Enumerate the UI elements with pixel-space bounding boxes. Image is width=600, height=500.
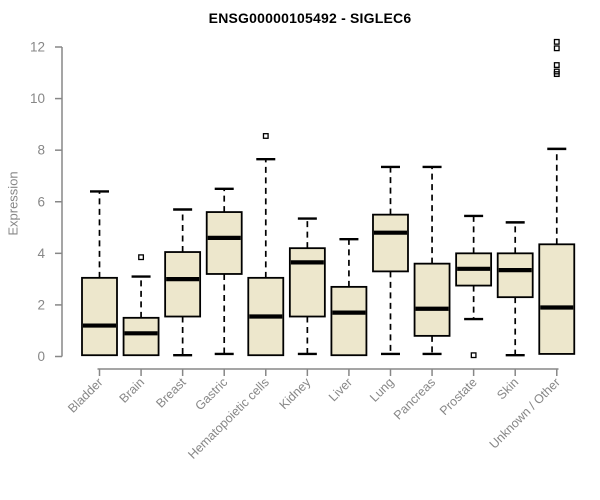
y-tick-label: 8: [37, 143, 45, 158]
x-tick-label: Liver: [326, 375, 355, 404]
y-tick-label: 4: [37, 246, 45, 261]
outlier-point: [470, 352, 477, 359]
outlier-point: [138, 254, 145, 261]
x-tick-label: Hematopoietic cells: [185, 375, 272, 462]
x-tick-label-group: Prostate: [437, 375, 480, 418]
outlier-point: [553, 38, 560, 45]
box: [122, 316, 160, 357]
x-tick-label: Lung: [367, 375, 397, 405]
chart-title: ENSG00000105492 - SIGLEC6: [208, 10, 412, 26]
box: [164, 251, 202, 318]
x-tick-label: Brain: [117, 375, 148, 406]
x-tick-label-group: Gastric: [192, 375, 230, 413]
outlier-point: [553, 62, 560, 69]
outlier-point: [553, 71, 560, 78]
x-tick-label: Prostate: [437, 375, 480, 418]
box: [496, 252, 534, 299]
outlier-point: [262, 133, 269, 139]
box: [205, 211, 243, 275]
box: [372, 213, 409, 273]
box: [413, 262, 451, 337]
y-tick-label: 6: [37, 194, 45, 209]
x-tick-label: Breast: [153, 375, 189, 411]
box: [288, 247, 326, 318]
y-tick-label: 0: [37, 349, 45, 364]
outlier-point: [553, 45, 560, 52]
x-tick-label-group: Hematopoietic cells: [185, 375, 272, 462]
box: [538, 243, 576, 355]
x-tick-label-group: Pancreas: [391, 375, 438, 422]
x-tick-label-group: Skin: [494, 375, 521, 402]
box: [330, 285, 368, 357]
x-tick-label: Kidney: [277, 375, 314, 412]
x-tick-label: Skin: [494, 375, 521, 402]
x-tick-label-group: Kidney: [277, 375, 314, 412]
x-tick-label-group: Breast: [153, 375, 189, 411]
x-tick-label-group: Liver: [326, 375, 355, 404]
x-tick-label-group: Unknown / Other: [487, 375, 563, 451]
x-tick-label: Bladder: [65, 375, 105, 415]
x-tick-label-group: Bladder: [65, 375, 105, 415]
y-tick-label: 10: [30, 91, 45, 106]
x-tick-label: Pancreas: [391, 375, 438, 422]
x-tick-label: Unknown / Other: [487, 375, 563, 451]
y-tick-label: 12: [30, 40, 45, 55]
y-tick-label: 2: [37, 297, 45, 312]
x-tick-label-group: Brain: [117, 375, 148, 406]
x-tick-label-group: Lung: [367, 375, 397, 405]
box: [81, 276, 118, 357]
x-tick-label: Gastric: [192, 375, 230, 413]
